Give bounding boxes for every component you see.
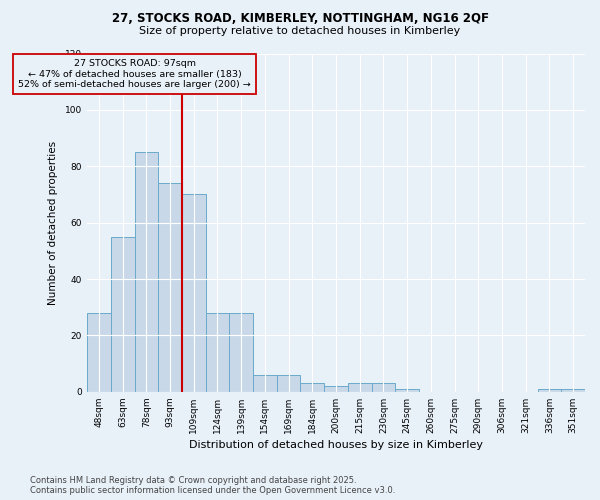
Bar: [134, 152, 158, 392]
X-axis label: Distribution of detached houses by size in Kimberley: Distribution of detached houses by size …: [189, 440, 483, 450]
Bar: [301, 384, 324, 392]
Bar: [324, 386, 348, 392]
Bar: [158, 183, 182, 392]
Bar: [111, 237, 134, 392]
Text: 27, STOCKS ROAD, KIMBERLEY, NOTTINGHAM, NG16 2QF: 27, STOCKS ROAD, KIMBERLEY, NOTTINGHAM, …: [112, 12, 488, 26]
Bar: [348, 384, 371, 392]
Bar: [206, 313, 229, 392]
Text: Size of property relative to detached houses in Kimberley: Size of property relative to detached ho…: [139, 26, 461, 36]
Bar: [371, 384, 395, 392]
Bar: [182, 194, 206, 392]
Text: Contains HM Land Registry data © Crown copyright and database right 2025.
Contai: Contains HM Land Registry data © Crown c…: [30, 476, 395, 495]
Text: 27 STOCKS ROAD: 97sqm
← 47% of detached houses are smaller (183)
52% of semi-det: 27 STOCKS ROAD: 97sqm ← 47% of detached …: [18, 59, 251, 89]
Bar: [561, 389, 585, 392]
Bar: [229, 313, 253, 392]
Bar: [395, 389, 419, 392]
Bar: [87, 313, 111, 392]
Y-axis label: Number of detached properties: Number of detached properties: [48, 140, 58, 304]
Bar: [538, 389, 561, 392]
Bar: [277, 375, 301, 392]
Bar: [253, 375, 277, 392]
